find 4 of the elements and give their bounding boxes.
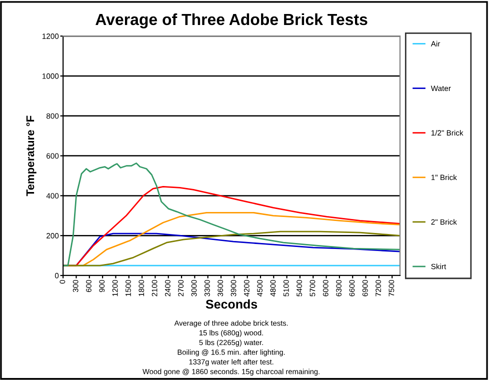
- x-axis-title: Seconds: [206, 299, 258, 309]
- line-series: [63, 162, 400, 266]
- chart-title: Average of Three Adobe Brick Tests: [96, 13, 368, 28]
- y-axis-title: Temperature °F: [26, 116, 36, 196]
